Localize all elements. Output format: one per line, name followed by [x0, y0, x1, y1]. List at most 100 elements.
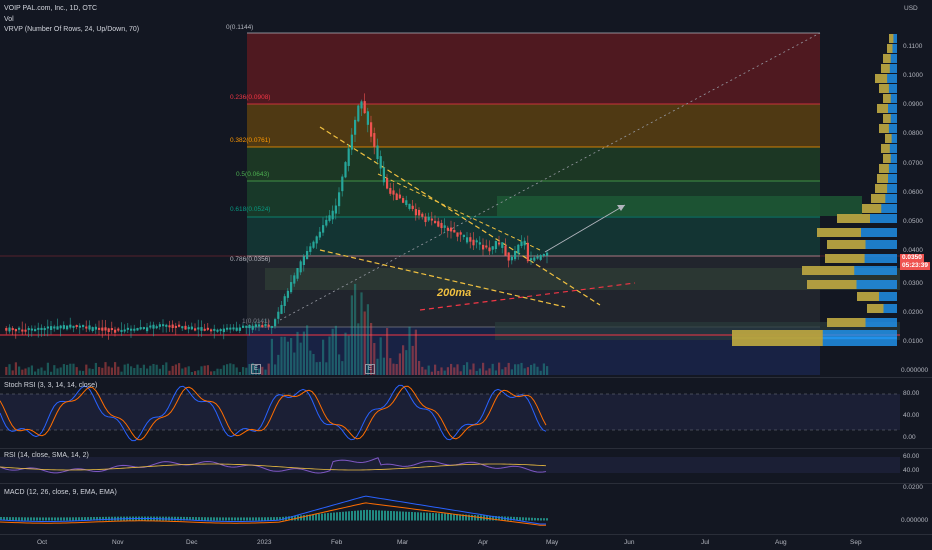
rsi-legend[interactable]: RSI (14, close, SMA, 14, 2) [4, 452, 89, 459]
candle-body [158, 324, 161, 327]
candle-body [498, 242, 501, 245]
stoch-rsi-legend[interactable]: Stoch RSI (3, 3, 14, 14, close) [4, 382, 98, 389]
volume-bar [363, 311, 366, 375]
vrvp-legend[interactable]: VRVP (Number Of Rows, 24, Up/Down, 70) [4, 26, 140, 33]
rsi-pane[interactable] [0, 449, 900, 483]
volume-bar [360, 292, 363, 375]
macd-pane[interactable] [0, 484, 900, 534]
ma-annotation[interactable]: 200ma [437, 287, 472, 299]
volume-bar [162, 364, 165, 375]
candle-body [91, 327, 94, 332]
candle-body [171, 324, 174, 329]
candle-body [114, 329, 117, 333]
symbol-title[interactable]: VOIP PAL.com, Inc., 1D, OTC [4, 5, 98, 12]
candle-body [501, 242, 504, 248]
countdown-badge: 05:23:39 [900, 262, 931, 270]
candle-body [142, 327, 145, 330]
candle-body [347, 148, 350, 166]
macd-histogram-bar [63, 517, 65, 521]
price-tick: 0.0200 [903, 309, 923, 316]
candle-body [334, 205, 337, 214]
volume-profile-bar [883, 114, 891, 123]
macd-histogram-bar [213, 517, 215, 521]
macd-histogram-bar [519, 517, 521, 521]
macd-histogram-bar [537, 518, 539, 521]
macd-histogram-bar [327, 513, 329, 521]
volume-bar [21, 369, 24, 375]
volume-bar [322, 339, 325, 375]
macd-histogram-bar [84, 517, 86, 521]
candle-body [328, 215, 331, 221]
macd-histogram-bar [264, 517, 266, 521]
volume-bar [94, 362, 97, 375]
time-axis-divider [0, 534, 932, 535]
volume-bar [290, 338, 293, 375]
time-tick: 2023 [257, 539, 272, 546]
candle-body [261, 325, 264, 328]
candle-body [322, 225, 325, 233]
fib-zone [247, 147, 820, 181]
volume-profile-bar [802, 266, 855, 275]
macd-histogram-bar [321, 513, 323, 521]
candle-body [386, 178, 389, 189]
macd-legend[interactable]: MACD (12, 26, close, 9, EMA, EMA) [4, 489, 117, 496]
earnings-marker[interactable]: E [365, 364, 375, 374]
macd-histogram-bar [273, 517, 275, 521]
candle-body [120, 329, 123, 332]
candle-body [526, 242, 529, 262]
macd-histogram-bar [450, 513, 452, 521]
candle-body [50, 326, 53, 330]
volume-bar [434, 364, 437, 375]
candle-body [466, 237, 469, 243]
volume-bar [174, 364, 177, 375]
volume-legend[interactable]: Vol [4, 16, 14, 23]
pane-divider[interactable] [0, 448, 932, 449]
candle-body [312, 241, 315, 248]
candle-body [62, 325, 65, 329]
stoch-d-line [0, 385, 547, 441]
pane-divider[interactable] [0, 377, 932, 378]
macd-histogram-bar [108, 516, 110, 521]
pane-divider[interactable] [0, 483, 932, 484]
candle-body [523, 240, 526, 246]
volume-bar [514, 364, 517, 375]
candle-body [507, 252, 510, 261]
candle-body [296, 268, 299, 279]
volume-bar [50, 371, 53, 375]
candle-body [430, 218, 433, 221]
volume-bar [414, 329, 417, 375]
candle-body [27, 328, 30, 331]
candle-body [242, 325, 245, 328]
candle-body [149, 325, 152, 328]
stoch-rsi-pane[interactable] [0, 378, 900, 448]
candle-body [34, 329, 37, 332]
earnings-marker[interactable]: E [251, 364, 261, 374]
volume-bar [405, 350, 408, 375]
fib-zone [247, 217, 820, 256]
target-zone [497, 196, 862, 216]
volume-bar [123, 364, 126, 375]
price-chart[interactable] [0, 0, 900, 377]
candle-body [517, 244, 520, 254]
macd-histogram-bar [510, 516, 512, 521]
fib-level-label: 0.382(0.0761) [230, 137, 271, 144]
macd-histogram-bar [432, 513, 434, 521]
volume-profile-bar [879, 164, 889, 173]
volume-profile-bar [877, 174, 888, 183]
candle-body [75, 325, 78, 328]
fib-trendline [279, 32, 821, 321]
volume-bar [200, 366, 203, 375]
fib-zone [247, 33, 820, 104]
macd-histogram-bar [42, 517, 44, 521]
macd-histogram-bar [81, 517, 83, 521]
candle-body [88, 325, 91, 330]
macd-histogram-bar [102, 516, 104, 521]
candle-body [338, 192, 341, 207]
macd-histogram-bar [234, 517, 236, 521]
candle-body [382, 167, 385, 183]
candle-body [146, 327, 149, 332]
macd-tick: 0.0200 [903, 484, 923, 491]
macd-histogram-bar [279, 517, 281, 521]
macd-histogram-bar [342, 511, 344, 521]
volume-profile-bar [881, 144, 890, 153]
